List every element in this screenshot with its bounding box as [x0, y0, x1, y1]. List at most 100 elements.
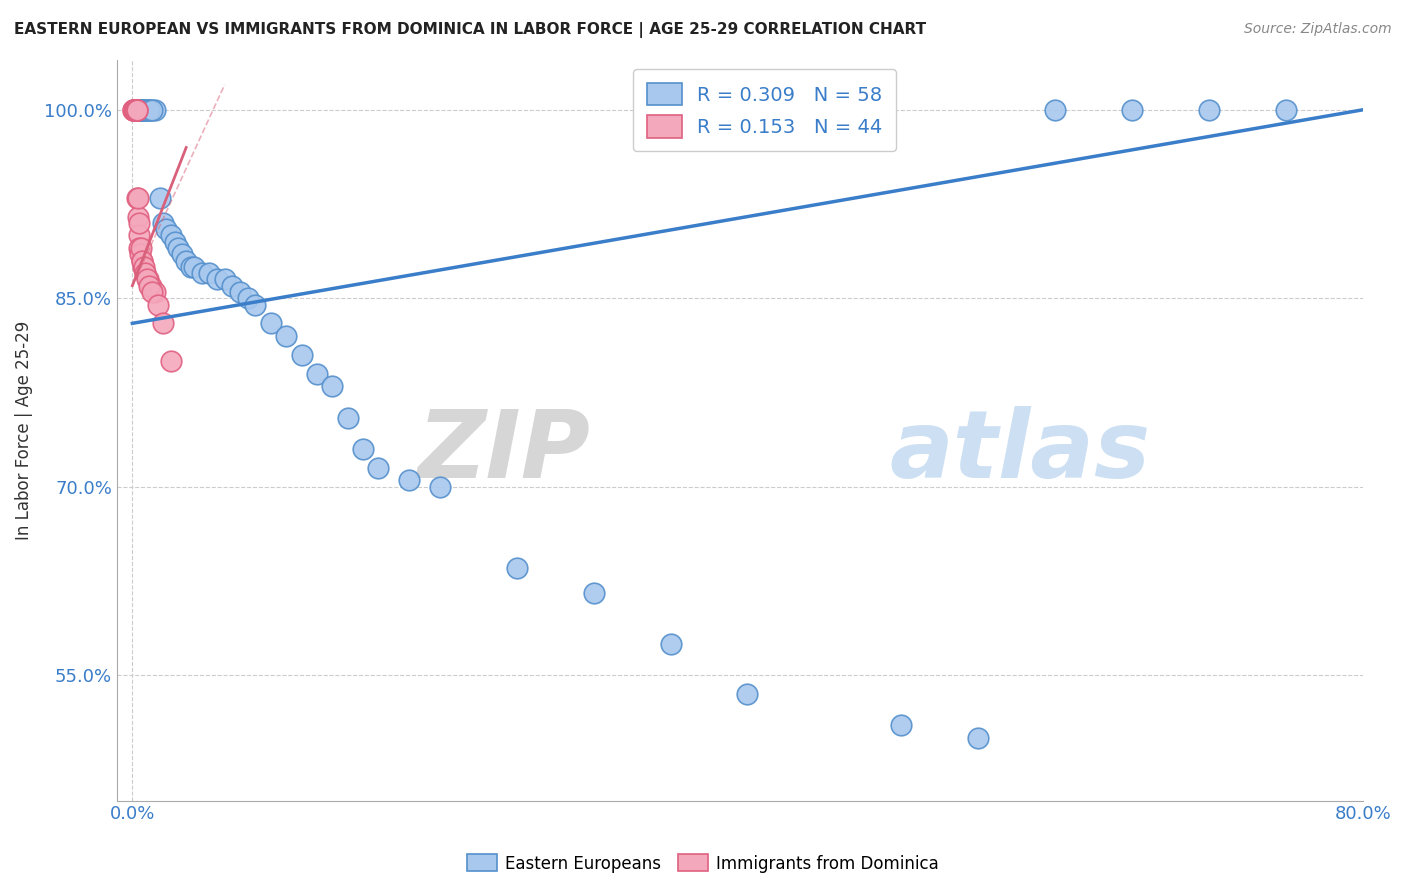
Point — [152, 317, 174, 331]
Point — [131, 103, 153, 117]
Point — [131, 253, 153, 268]
Point — [129, 247, 152, 261]
Point — [336, 410, 359, 425]
Point — [128, 216, 150, 230]
Point — [131, 103, 153, 117]
Point — [398, 474, 420, 488]
Point — [124, 103, 146, 117]
Point — [128, 103, 150, 117]
Point — [124, 103, 146, 117]
Point — [124, 103, 146, 117]
Point — [155, 222, 177, 236]
Point — [236, 291, 259, 305]
Point — [127, 191, 149, 205]
Point — [1274, 103, 1296, 117]
Point — [205, 272, 228, 286]
Point — [132, 260, 155, 274]
Point — [145, 285, 167, 299]
Point — [122, 103, 145, 117]
Point — [125, 103, 148, 117]
Point — [141, 103, 163, 117]
Point — [125, 103, 148, 117]
Point — [124, 103, 146, 117]
Point — [321, 379, 343, 393]
Point — [305, 367, 328, 381]
Point — [276, 329, 298, 343]
Point — [122, 103, 145, 117]
Point — [128, 228, 150, 243]
Point — [890, 718, 912, 732]
Y-axis label: In Labor Force | Age 25-29: In Labor Force | Age 25-29 — [15, 320, 32, 540]
Point — [124, 103, 146, 117]
Point — [125, 103, 148, 117]
Point — [165, 235, 187, 249]
Point — [128, 241, 150, 255]
Point — [125, 103, 148, 117]
Point — [125, 103, 148, 117]
Point — [170, 247, 193, 261]
Point — [149, 191, 172, 205]
Point — [136, 272, 159, 286]
Point — [138, 103, 160, 117]
Point — [134, 266, 156, 280]
Point — [737, 687, 759, 701]
Point — [129, 103, 152, 117]
Point — [124, 103, 146, 117]
Point — [183, 260, 205, 274]
Point — [506, 561, 529, 575]
Legend: R = 0.309   N = 58, R = 0.153   N = 44: R = 0.309 N = 58, R = 0.153 N = 44 — [633, 70, 896, 151]
Point — [290, 348, 312, 362]
Point — [122, 103, 145, 117]
Point — [167, 241, 190, 255]
Point — [132, 103, 155, 117]
Text: ZIP: ZIP — [418, 407, 591, 499]
Point — [260, 317, 283, 331]
Point — [159, 354, 181, 368]
Point — [125, 191, 148, 205]
Point — [136, 103, 159, 117]
Point — [122, 103, 145, 117]
Point — [139, 103, 162, 117]
Point — [138, 278, 160, 293]
Point — [124, 103, 146, 117]
Point — [967, 731, 990, 745]
Point — [128, 103, 150, 117]
Point — [124, 103, 146, 117]
Point — [132, 103, 155, 117]
Text: atlas: atlas — [889, 407, 1150, 499]
Point — [1043, 103, 1066, 117]
Point — [152, 216, 174, 230]
Point — [127, 210, 149, 224]
Point — [127, 103, 149, 117]
Legend: Eastern Europeans, Immigrants from Dominica: Eastern Europeans, Immigrants from Domin… — [460, 847, 946, 880]
Point — [145, 103, 167, 117]
Point — [174, 253, 197, 268]
Point — [135, 103, 157, 117]
Point — [141, 285, 163, 299]
Point — [122, 103, 145, 117]
Point — [132, 260, 155, 274]
Point — [124, 103, 146, 117]
Text: Source: ZipAtlas.com: Source: ZipAtlas.com — [1244, 22, 1392, 37]
Point — [139, 278, 162, 293]
Point — [134, 266, 156, 280]
Point — [245, 297, 267, 311]
Point — [125, 103, 148, 117]
Point — [582, 586, 605, 600]
Point — [367, 460, 389, 475]
Text: EASTERN EUROPEAN VS IMMIGRANTS FROM DOMINICA IN LABOR FORCE | AGE 25-29 CORRELAT: EASTERN EUROPEAN VS IMMIGRANTS FROM DOMI… — [14, 22, 927, 38]
Point — [129, 241, 152, 255]
Point — [221, 278, 243, 293]
Point — [134, 103, 156, 117]
Point — [1198, 103, 1220, 117]
Point — [229, 285, 252, 299]
Point — [214, 272, 236, 286]
Point — [122, 103, 145, 117]
Point — [125, 103, 148, 117]
Point — [122, 103, 145, 117]
Point — [148, 297, 170, 311]
Point — [124, 103, 146, 117]
Point — [429, 480, 451, 494]
Point — [136, 272, 159, 286]
Point — [159, 228, 181, 243]
